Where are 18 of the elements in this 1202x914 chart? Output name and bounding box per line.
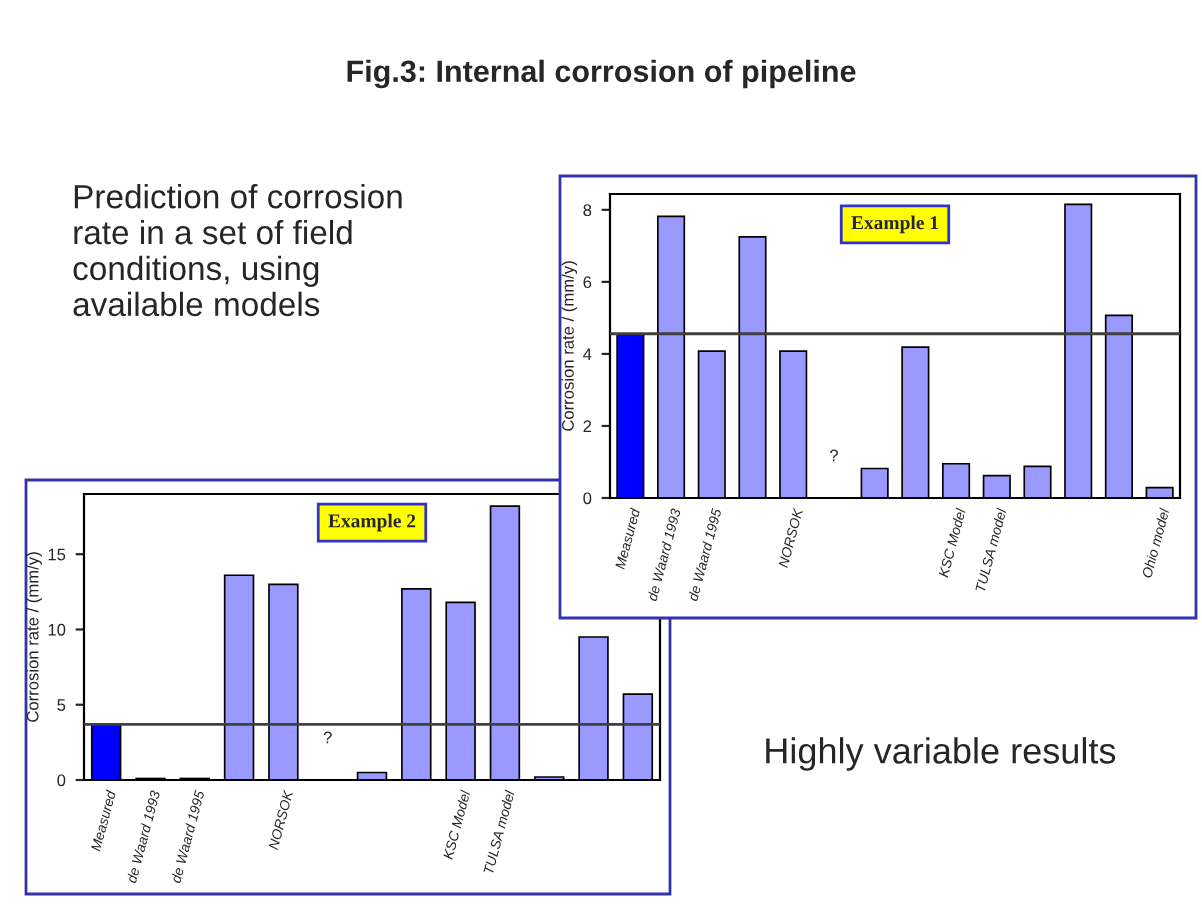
text: Fig.3: Internal corrosion of pipeline [347, 59, 856, 89]
text: Highly variable results [766, 737, 1116, 771]
text: Prediction of corrosion rate in a set of field conditions, using available models [73, 184, 402, 317]
text: Example 1 [851, 215, 939, 234]
y-tick-label: 5 [57, 699, 66, 711]
y-tick-label: 0 [583, 492, 592, 505]
y-tick-label: 4 [583, 348, 592, 360]
data-label: ? [829, 449, 838, 462]
y-tick-label: 6 [583, 276, 592, 289]
y-tick-label: 0 [57, 774, 66, 787]
y-axis-title: Corrosion rate / (mm/y) [26, 552, 42, 722]
y-tick-label: 2 [583, 420, 592, 432]
y-axis-title: Corrosion rate / (mm/y) [561, 261, 578, 431]
y-tick-label: 8 [583, 204, 592, 217]
text: Example 2 [328, 513, 416, 532]
data-label: ? [323, 731, 332, 744]
y-tick-label: 10 [48, 623, 66, 636]
y-tick-label: 15 [48, 548, 66, 561]
